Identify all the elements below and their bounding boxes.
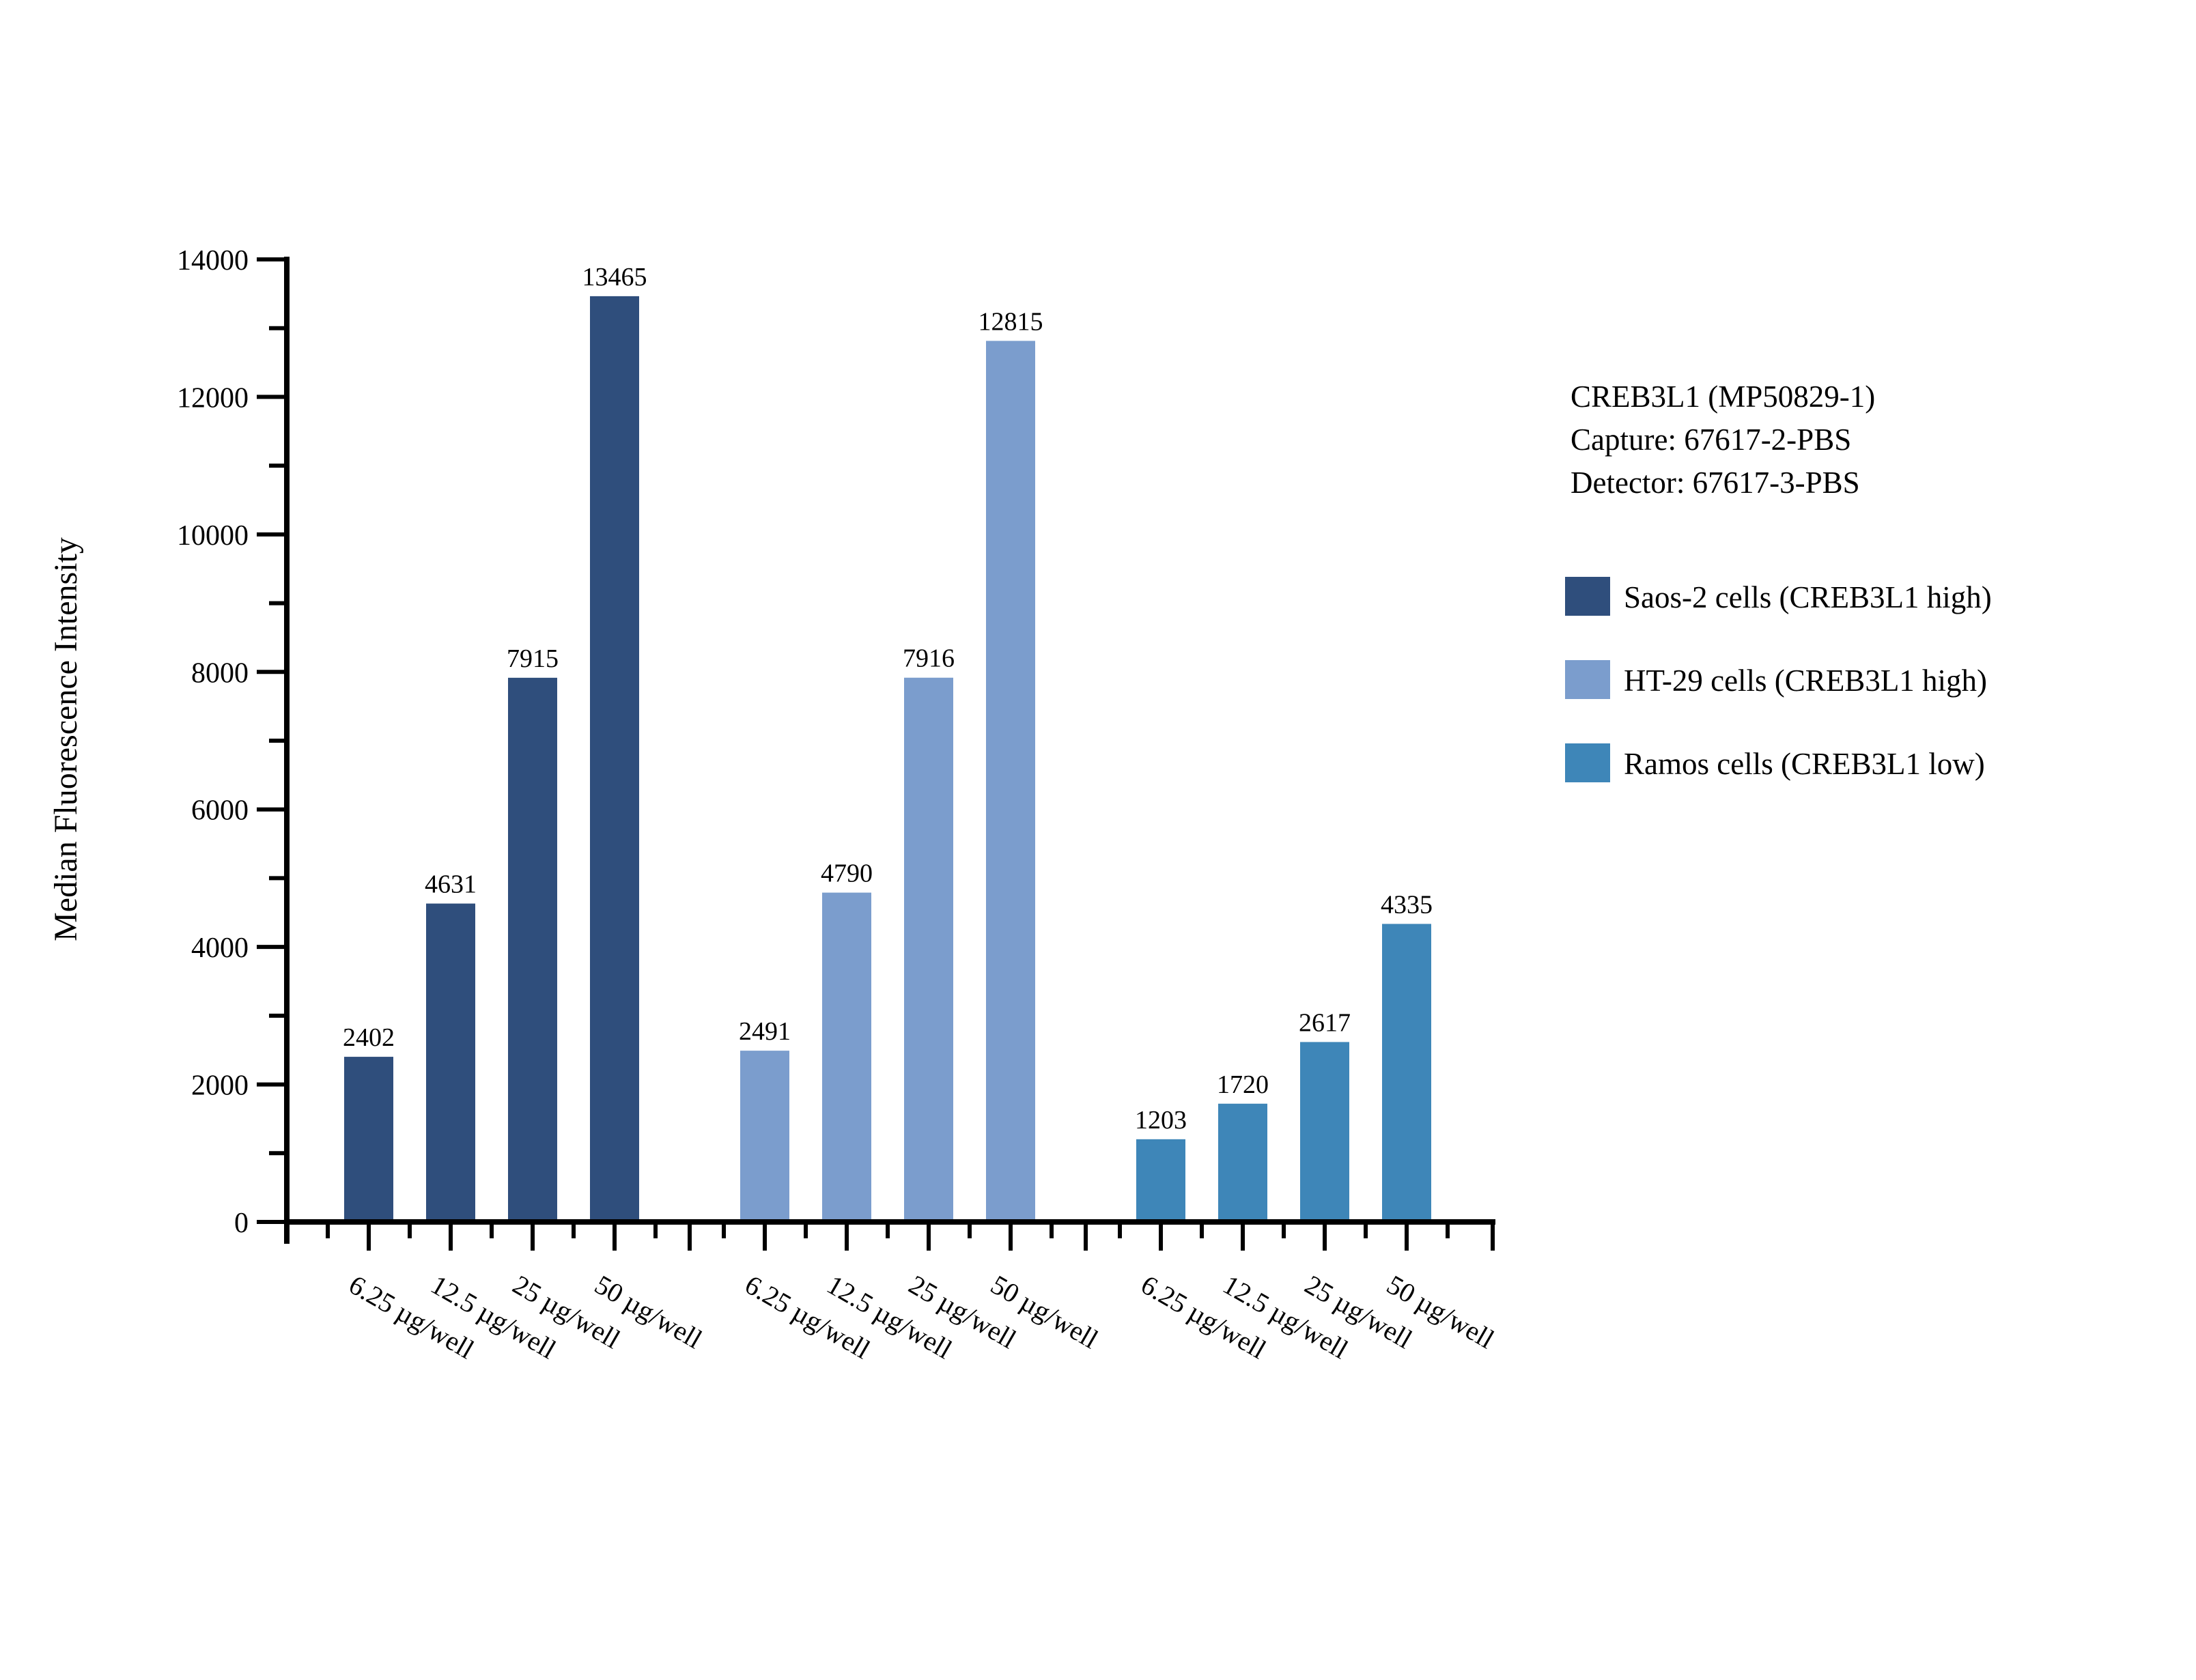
y-tick-label-4000: 4000 bbox=[191, 932, 249, 964]
bar-value-label-ht29-3: 7916 bbox=[903, 644, 955, 673]
bar-value-label-ht29-2: 4790 bbox=[821, 859, 873, 888]
bar-saos2-2 bbox=[426, 903, 475, 1222]
annotation-line-protein: CREB3L1 (MP50829-1) bbox=[1571, 380, 1875, 414]
bar-value-label-saos2-3: 7915 bbox=[507, 644, 559, 673]
legend-label-ramos-cells: Ramos cells (CREB3L1 low) bbox=[1624, 747, 1985, 781]
legend-label-saos2-cells: Saos-2 cells (CREB3L1 high) bbox=[1624, 580, 1992, 614]
legend-swatch-ht29-cells bbox=[1565, 660, 1610, 699]
bar-ramos-2 bbox=[1218, 1103, 1267, 1222]
y-tick-label-14000: 14000 bbox=[177, 245, 249, 276]
annotation-line-capture: Capture: 67617-2-PBS bbox=[1571, 423, 1851, 457]
bar-ht29-4 bbox=[986, 341, 1035, 1222]
bar-value-label-ramos-1: 1203 bbox=[1135, 1106, 1187, 1135]
bar-value-label-ramos-2: 1720 bbox=[1217, 1070, 1269, 1099]
y-axis-title: Median Fluorescence Intensity bbox=[48, 537, 84, 941]
annotation-block: CREB3L1 (MP50829-1) Capture: 67617-2-PBS… bbox=[1571, 380, 1875, 500]
bar-value-label-saos2-2: 4631 bbox=[425, 870, 477, 899]
y-tick-label-2000: 2000 bbox=[191, 1070, 249, 1102]
y-tick-label-0: 0 bbox=[234, 1208, 249, 1239]
bar-value-label-ht29-1: 2491 bbox=[739, 1017, 791, 1046]
bar-value-label-saos2-1: 2402 bbox=[343, 1023, 395, 1052]
bar-value-label-ht29-4: 12815 bbox=[979, 307, 1043, 336]
bar-saos2-3 bbox=[508, 677, 557, 1222]
bar-ramos-4 bbox=[1382, 924, 1431, 1222]
bar-ht29-2 bbox=[822, 892, 871, 1222]
legend-label-ht29-cells: HT-29 cells (CREB3L1 high) bbox=[1624, 664, 1987, 698]
y-tick-label-12000: 12000 bbox=[177, 382, 249, 414]
legend-swatch-saos2-cells bbox=[1565, 577, 1610, 616]
annotation-line-detector: Detector: 67617-3-PBS bbox=[1571, 466, 1860, 500]
bar-saos2-4 bbox=[590, 296, 639, 1223]
bar-ht29-3 bbox=[904, 677, 953, 1222]
bar-ht29-1 bbox=[740, 1051, 789, 1222]
y-tick-label-10000: 10000 bbox=[177, 520, 249, 552]
bar-value-label-ramos-4: 4335 bbox=[1381, 890, 1433, 919]
y-tick-label-8000: 8000 bbox=[191, 657, 249, 689]
y-tick-label-6000: 6000 bbox=[191, 795, 249, 827]
bar-ramos-3 bbox=[1300, 1042, 1349, 1222]
bar-saos2-1 bbox=[344, 1057, 393, 1222]
bar-ramos-1 bbox=[1136, 1139, 1185, 1222]
legend-swatch-ramos-cells bbox=[1565, 743, 1610, 782]
bar-value-label-saos2-4: 13465 bbox=[582, 263, 647, 291]
legend: Saos-2 cells (CREB3L1 high) HT-29 cells … bbox=[1565, 577, 1992, 782]
plot-area: 2402 4631 7915 13465 2491 4790 7916 12815 1203 17… bbox=[177, 245, 1500, 1365]
bar-value-label-ramos-3: 2617 bbox=[1299, 1008, 1351, 1037]
